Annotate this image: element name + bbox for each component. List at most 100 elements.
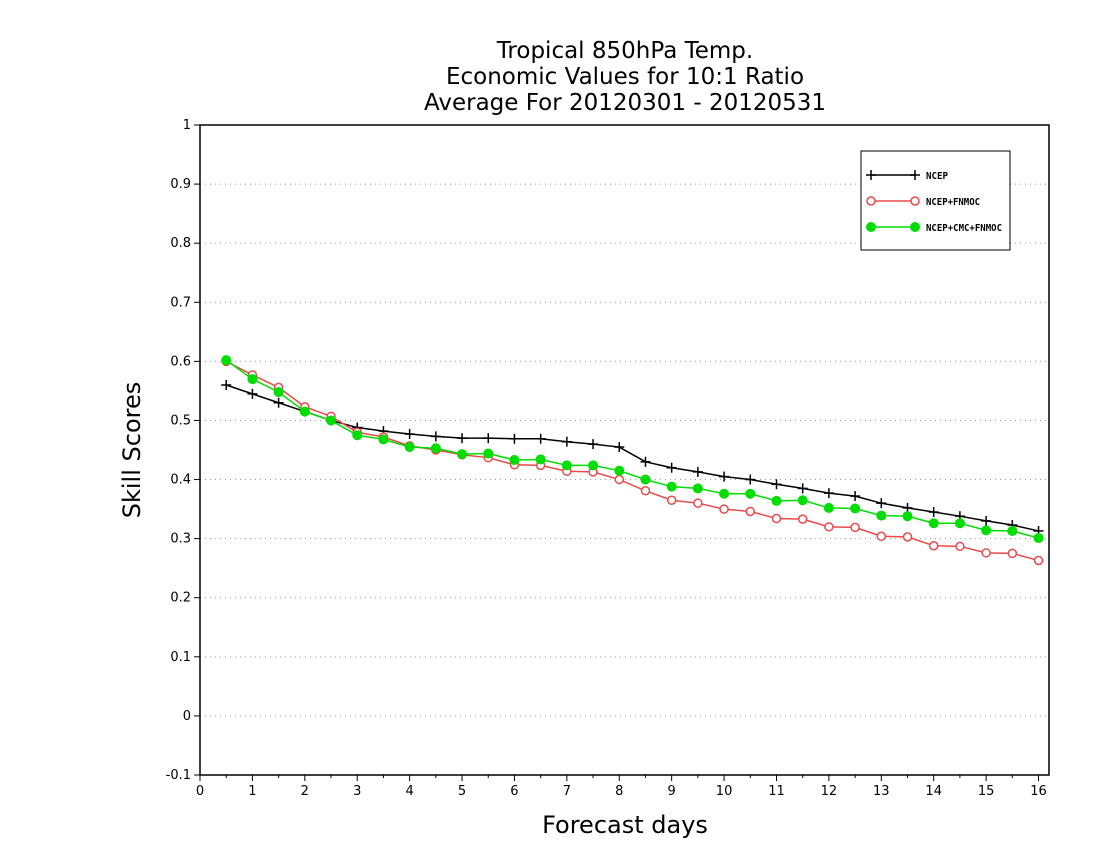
y-tick-label: 0 <box>183 709 191 724</box>
point-marker <box>640 474 651 485</box>
x-tick-label: 2 <box>301 784 309 799</box>
point-marker <box>719 504 729 514</box>
y-tick-label: 0.8 <box>170 236 191 251</box>
series-ncep-cmc-fnmoc <box>221 355 1044 544</box>
legend-item: NCEP+CMC+FNMOC <box>866 222 1002 234</box>
point-marker <box>352 430 363 441</box>
point-marker <box>666 481 677 492</box>
x-tick-label: 5 <box>458 784 466 799</box>
x-tick-label: 3 <box>353 784 361 799</box>
point-marker <box>745 506 756 517</box>
point-marker <box>299 406 310 417</box>
point-marker <box>1033 555 1044 566</box>
x-tick-label: 6 <box>510 784 518 799</box>
point-marker <box>692 483 703 494</box>
y-tick-label: 0.2 <box>170 591 191 606</box>
x-tick-label: 7 <box>563 784 571 799</box>
y-tick-label: 0.7 <box>170 295 191 310</box>
point-marker <box>910 222 920 232</box>
point-marker <box>771 513 782 524</box>
point-marker <box>981 525 992 536</box>
y-tick-label: 0.6 <box>170 354 191 369</box>
point-marker <box>378 434 389 445</box>
legend-label: NCEP <box>926 171 948 182</box>
point-marker <box>326 415 337 426</box>
point-marker <box>866 196 876 206</box>
plot-frame <box>199 124 1050 776</box>
y-tick-label: 0.4 <box>170 473 191 488</box>
x-tick-label: 8 <box>615 784 623 799</box>
legend-item: NCEP <box>866 170 948 182</box>
x-tick-label: 1 <box>248 784 256 799</box>
point-marker <box>771 495 782 506</box>
point-marker <box>614 474 625 485</box>
y-tick-label: 0.5 <box>170 413 191 428</box>
point-marker <box>902 511 913 522</box>
point-marker <box>404 442 415 453</box>
point-marker <box>430 443 441 454</box>
point-marker <box>535 454 546 465</box>
point-marker <box>247 374 258 385</box>
point-marker <box>866 222 876 232</box>
point-marker <box>588 460 599 471</box>
x-tick-label: 4 <box>405 784 413 799</box>
y-tick-label: 0.1 <box>170 650 191 665</box>
point-marker <box>614 465 625 476</box>
x-tick-label: 11 <box>768 784 785 799</box>
x-tick-label: 10 <box>716 784 733 799</box>
x-tick-label: 14 <box>925 784 942 799</box>
legend-label: NCEP+CMC+FNMOC <box>926 223 1002 234</box>
point-marker <box>823 502 834 513</box>
y-tick-label: 0.9 <box>170 177 191 192</box>
legend-item: NCEP+FNMOC <box>866 196 980 208</box>
chart-title: Tropical 850hPa Temp. Economic Values fo… <box>424 38 826 116</box>
title-line-2: Economic Values for 10:1 Ratio <box>446 64 804 90</box>
point-marker <box>797 495 808 506</box>
point-marker <box>1033 533 1044 544</box>
legend: NCEP NCEP+FNMOC NCEP+CMC+FNMOC <box>860 150 1011 251</box>
point-marker <box>719 488 730 499</box>
point-marker <box>221 355 232 366</box>
legend-label: NCEP+FNMOC <box>926 197 980 208</box>
x-tick-label: 13 <box>873 784 890 799</box>
point-marker <box>457 449 468 460</box>
point-marker <box>955 541 965 552</box>
title-line-3: Average For 20120301 - 20120531 <box>424 90 826 116</box>
series-line <box>225 384 1039 532</box>
point-marker <box>509 455 520 466</box>
point-marker <box>928 540 939 551</box>
x-tick-label: 16 <box>1030 784 1047 799</box>
y-tick-label: 1 <box>183 118 191 133</box>
y-tick-label: 0.3 <box>170 532 191 547</box>
y-axis-label: Skill Scores <box>118 382 146 519</box>
point-marker <box>910 196 920 206</box>
series-ncep <box>221 380 1044 536</box>
x-tick-label: 0 <box>196 784 204 799</box>
point-marker <box>928 518 939 529</box>
x-axis-ticks: 0 1 2 3 4 5 6 7 8 9 10 11 12 13 14 15 16 <box>196 775 1047 799</box>
point-marker <box>954 518 965 529</box>
point-marker <box>981 548 991 558</box>
title-line-1: Tropical 850hPa Temp. <box>496 38 753 64</box>
point-marker <box>666 495 677 505</box>
point-marker <box>273 387 284 398</box>
point-marker <box>561 460 572 471</box>
point-marker <box>876 510 887 521</box>
point-marker <box>850 522 860 533</box>
point-marker <box>1007 548 1018 559</box>
point-marker <box>797 514 808 524</box>
series-group <box>221 355 1044 566</box>
point-marker <box>876 531 887 542</box>
point-marker <box>850 503 861 514</box>
y-tick-label: -0.1 <box>166 768 191 783</box>
point-marker <box>483 448 494 459</box>
series-ncep-fnmoc <box>221 356 1044 566</box>
point-marker <box>824 522 834 532</box>
x-axis-label: Forecast days <box>542 811 708 839</box>
x-tick-label: 12 <box>821 784 838 799</box>
point-marker <box>902 532 913 542</box>
point-marker <box>1007 525 1018 536</box>
series-line <box>225 359 1039 539</box>
y-axis-ticks: -0.1 0 0.1 0.2 0.3 0.4 0.5 0.6 0.7 0.8 0.9 1 <box>166 118 200 783</box>
